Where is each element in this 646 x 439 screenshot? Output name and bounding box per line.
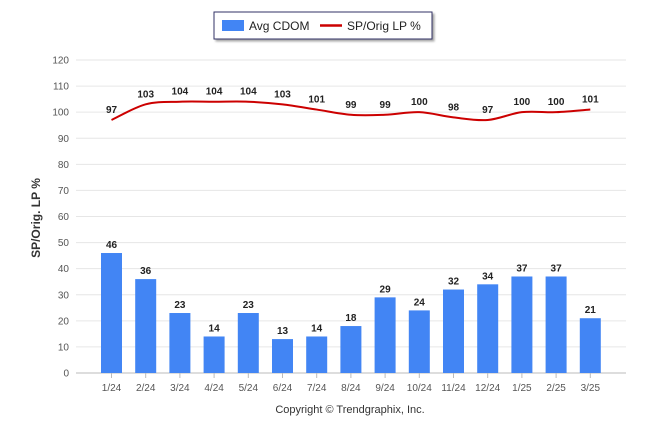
line-data-label: 100 <box>514 97 531 108</box>
bar-avg-cdom <box>203 336 225 373</box>
x-tick-label: 9/24 <box>375 383 395 394</box>
y-tick-label: 40 <box>58 264 70 275</box>
y-axis-title: SP/Orig. LP % <box>29 178 43 258</box>
line-data-label: 103 <box>274 89 291 100</box>
line-data-label: 103 <box>137 89 154 100</box>
bar-avg-cdom <box>237 313 259 373</box>
bar-data-label: 21 <box>585 305 597 316</box>
bar-data-label: 37 <box>551 263 563 274</box>
bar-avg-cdom <box>477 284 499 373</box>
bar-data-label: 32 <box>448 277 460 288</box>
legend-swatch-avg-cdom <box>222 20 244 31</box>
line-data-label: 97 <box>106 105 118 116</box>
bar-data-label: 24 <box>414 297 426 308</box>
y-tick-label: 110 <box>53 82 69 93</box>
y-tick-label: 60 <box>58 212 70 223</box>
line-data-label: 104 <box>172 87 189 98</box>
y-tick-label: 90 <box>58 134 70 145</box>
x-tick-label: 11/24 <box>441 383 466 394</box>
x-tick-label: 2/25 <box>546 383 566 394</box>
x-tick-label: 8/24 <box>341 383 361 394</box>
x-tick-label: 6/24 <box>273 383 293 394</box>
x-tick-label: 3/25 <box>581 383 601 394</box>
x-tick-label: 7/24 <box>307 383 327 394</box>
bar-data-label: 18 <box>345 313 357 324</box>
bar-data-label: 14 <box>209 323 221 334</box>
y-tick-label: 100 <box>52 108 69 119</box>
x-tick-label: 5/24 <box>239 383 259 394</box>
bar-data-label: 23 <box>243 300 255 311</box>
chart-legend: Avg CDOM SP/Orig LP % <box>213 11 433 40</box>
x-tick-label: 12/24 <box>475 383 500 394</box>
legend-label-sp-orig-lp: SP/Orig LP % <box>347 19 421 33</box>
line-data-label: 100 <box>548 97 565 108</box>
bar-avg-cdom <box>272 339 293 373</box>
line-data-label: 98 <box>448 102 460 113</box>
bar-avg-cdom <box>443 289 464 373</box>
bar-avg-cdom <box>545 276 567 373</box>
y-tick-label: 0 <box>63 369 69 380</box>
bar-data-label: 46 <box>106 240 118 251</box>
line-data-label: 99 <box>345 100 357 111</box>
bar-data-label: 13 <box>277 326 289 337</box>
y-axis-ticks: 0 10 20 30 40 50 60 70 80 90 100 110 120 <box>52 56 69 380</box>
bar-avg-cdom <box>408 310 430 373</box>
x-tick-label: 10/24 <box>407 383 432 394</box>
bar-data-label: 14 <box>311 323 323 334</box>
line-data-label: 101 <box>582 95 599 106</box>
bar-avg-cdom <box>101 253 122 373</box>
line-data-label: 97 <box>482 105 494 116</box>
bar-data-label: 23 <box>174 300 186 311</box>
bar-data-label: 37 <box>516 263 528 274</box>
bar-avg-cdom <box>374 297 396 373</box>
x-tick-label: 3/24 <box>170 383 190 394</box>
gridlines <box>76 59 626 374</box>
x-tick-label: 2/24 <box>136 383 156 394</box>
y-tick-label: 20 <box>58 316 70 327</box>
bar-avg-cdom <box>340 326 362 373</box>
y-tick-label: 50 <box>58 238 70 249</box>
bar-series-avg-cdom: 46 36 23 14 23 13 14 18 29 24 32 34 37 37 21 <box>101 240 601 373</box>
line-data-label: 101 <box>308 95 325 106</box>
line-data-label: 99 <box>380 100 392 111</box>
y-tick-label: 10 <box>58 342 70 353</box>
bar-data-label: 34 <box>482 271 494 282</box>
x-tick-label: 4/24 <box>204 383 224 394</box>
line-data-label: 104 <box>206 87 223 98</box>
bar-avg-cdom <box>579 318 601 373</box>
bar-data-label: 36 <box>140 266 152 277</box>
bar-avg-cdom <box>306 336 328 373</box>
line-data-label: 104 <box>240 87 257 98</box>
copyright-text: Copyright © Trendgraphix, Inc. <box>275 404 424 416</box>
line-sp-orig-lp <box>111 100 591 122</box>
line-data-label: 100 <box>411 97 428 108</box>
bar-avg-cdom <box>169 313 191 373</box>
y-tick-label: 80 <box>58 160 70 171</box>
x-tick-label: 1/24 <box>102 383 122 394</box>
line-series-sp-orig-lp: 97 103 104 104 104 103 101 99 99 100 98 97 100 100 101 <box>106 87 599 122</box>
y-tick-label: 70 <box>58 186 70 197</box>
legend-label-avg-cdom: Avg CDOM <box>249 19 309 33</box>
x-tick-label: 1/25 <box>512 383 532 394</box>
y-tick-label: 120 <box>52 56 69 67</box>
y-tick-label: 30 <box>58 290 70 301</box>
x-axis-ticks: 1/24 2/24 3/24 4/24 5/24 6/24 7/24 8/24 9/24 10/2… <box>102 373 601 394</box>
bar-avg-cdom <box>511 276 533 373</box>
bar-avg-cdom <box>135 279 157 373</box>
bar-data-label: 29 <box>380 284 392 295</box>
